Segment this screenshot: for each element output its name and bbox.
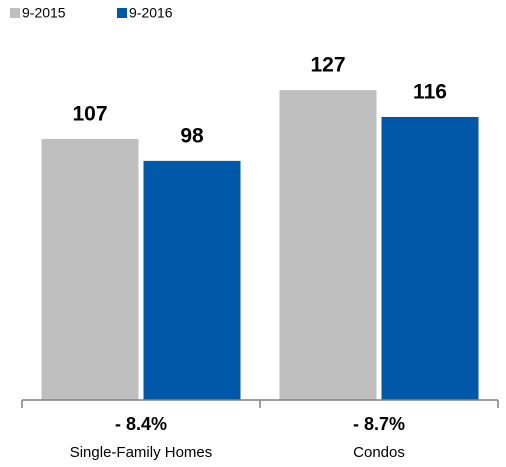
bar (279, 90, 377, 401)
bar (41, 138, 139, 401)
value-label: 127 (310, 54, 345, 77)
bar (143, 160, 241, 400)
bar (381, 116, 479, 401)
x-tick-label: Single-Family Homes (70, 444, 213, 461)
value-label: 98 (180, 124, 204, 147)
value-label: 116 (413, 81, 447, 104)
annotation: - 8.7% (353, 414, 405, 434)
legend-swatch (10, 8, 20, 18)
annotation: - 8.4% (115, 414, 167, 434)
x-tick-label: Condos (353, 444, 405, 461)
legend-label: 9-2016 (129, 5, 173, 21)
legend-label: 9-2015 (22, 5, 66, 21)
legend-swatch (117, 8, 127, 18)
value-label: 107 (72, 102, 107, 125)
